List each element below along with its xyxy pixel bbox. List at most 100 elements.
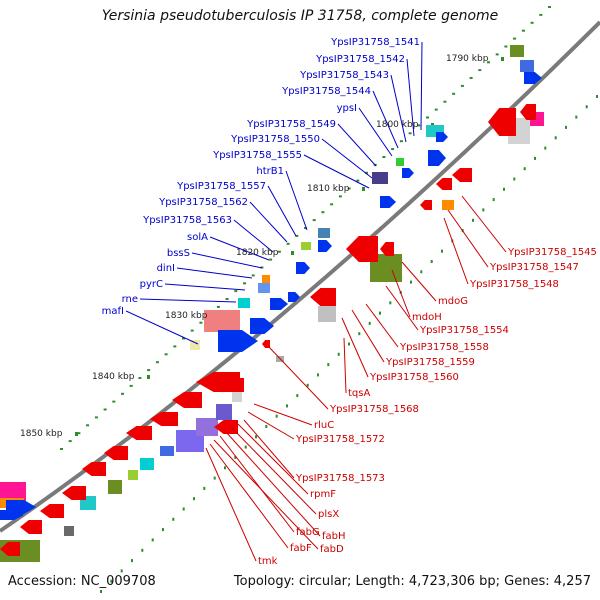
- reverse-gene-label: tmk: [258, 556, 278, 567]
- tick-mark: [100, 590, 102, 593]
- reverse-gene-label: mdoG: [438, 296, 468, 307]
- reverse-gene-label: rluC: [314, 420, 334, 431]
- tick-mark: [203, 486, 206, 490]
- gene-arrow: [310, 288, 336, 306]
- label-connector: [337, 123, 377, 167]
- label-connector: [164, 283, 246, 291]
- tick-mark: [224, 466, 226, 470]
- tick-mark: [255, 435, 257, 439]
- reverse-gene-label: YpsIP31758_1560: [369, 372, 459, 383]
- reverse-gene-label: fabH: [322, 531, 346, 542]
- label-connector: [233, 219, 274, 253]
- label-connector: [191, 252, 263, 269]
- label-connector: [231, 427, 317, 515]
- tick-mark: [103, 408, 107, 411]
- forward-gene-label: rne: [122, 294, 138, 305]
- tick-mark: [304, 227, 307, 229]
- gene-arrow: [346, 236, 378, 262]
- topology-summary-text: Topology: circular; Length: 4,723,306 bp…: [233, 574, 591, 589]
- tick-mark: [225, 298, 229, 300]
- gene-arrow: [226, 378, 244, 392]
- gene-arrow: [250, 318, 274, 334]
- feature-block: [140, 458, 154, 470]
- tick-mark: [147, 375, 150, 379]
- gene-arrow: [428, 150, 446, 166]
- tick-mark: [410, 280, 412, 284]
- accession-text: Accession: NC_009708: [8, 574, 156, 589]
- tick-mark: [77, 432, 81, 435]
- label-connector: [205, 447, 257, 562]
- gene-arrow: [150, 412, 178, 426]
- tick-mark: [408, 132, 412, 135]
- tick-mark: [347, 187, 351, 190]
- genome-backbone: [0, 20, 600, 533]
- label-connector: [365, 303, 399, 348]
- tick-mark: [596, 95, 598, 98]
- label-connector: [351, 309, 385, 363]
- reverse-gene-label: plsX: [318, 509, 339, 520]
- feature-block: [258, 283, 270, 293]
- reverse-gene-label: rpmF: [310, 489, 336, 500]
- reverse-gene-label: fabF: [290, 543, 312, 554]
- gene-arrow: [20, 520, 42, 534]
- tick-mark: [151, 538, 154, 542]
- forward-gene-label: ypsI: [337, 103, 357, 114]
- tick-mark: [275, 414, 278, 418]
- forward-gene-label: YpsIP31758_1549: [246, 119, 336, 130]
- tick-mark: [193, 497, 195, 501]
- forward-gene-label: bssS: [167, 248, 190, 259]
- tick-mark: [164, 353, 168, 356]
- forward-gene-label: YpsIP31758_1541: [330, 37, 420, 48]
- reverse-gene-label: YpsIP31758_1573: [295, 473, 385, 484]
- label-connector: [176, 267, 253, 279]
- label-connector: [267, 345, 329, 410]
- forward-gene-label: YpsIP31758_1543: [299, 70, 389, 81]
- tick-mark: [244, 445, 247, 449]
- tick-mark: [138, 377, 142, 379]
- tick-mark: [286, 404, 288, 408]
- tick-mark: [534, 156, 536, 160]
- reverse-gene-label: YpsIP31758_1545: [507, 247, 597, 258]
- label-connector: [267, 185, 297, 237]
- tick-mark: [356, 179, 360, 182]
- tick-mark: [460, 84, 464, 87]
- forward-gene-label: dinI: [157, 263, 175, 274]
- feature-block: [108, 480, 122, 494]
- tick-label: 1800 kbp: [376, 120, 419, 130]
- reverse-gene-label: mdoH: [412, 312, 442, 323]
- tick-mark: [306, 383, 309, 387]
- gene-arrow: [296, 262, 310, 274]
- tick-mark: [389, 301, 392, 305]
- tick-mark: [199, 321, 203, 324]
- feature-block: [216, 404, 232, 420]
- reverse-gene-label: fabD: [320, 544, 344, 555]
- label-connector: [253, 403, 313, 426]
- tick-mark: [530, 21, 534, 24]
- label-connector: [372, 90, 399, 149]
- tick-label: 1820 kbp: [236, 248, 279, 258]
- tick-mark: [295, 234, 299, 237]
- label-connector: [243, 419, 295, 479]
- feature-block: [520, 60, 534, 72]
- forward-gene-label: YpsIP31758_1544: [281, 86, 371, 97]
- tick-mark: [472, 218, 474, 222]
- tick-mark: [452, 92, 456, 95]
- tick-mark: [68, 440, 72, 443]
- feature-block: [160, 446, 174, 456]
- tick-mark: [585, 105, 588, 109]
- feature-track-group: [0, 45, 544, 562]
- tick-mark: [312, 219, 316, 222]
- tick-mark: [86, 424, 90, 427]
- forward-gene-label: YpsIP31758_1557: [176, 181, 266, 192]
- gene-arrow: [62, 486, 86, 500]
- gene-arrow: [40, 504, 64, 518]
- feature-block: [128, 470, 138, 480]
- tick-mark: [155, 361, 159, 364]
- reverse-gene-label: tqsA: [348, 388, 370, 399]
- tick-mark: [173, 345, 177, 348]
- feature-block: [510, 45, 524, 57]
- tick-mark: [575, 115, 578, 119]
- tick-mark: [265, 425, 268, 428]
- tick-mark: [426, 116, 429, 119]
